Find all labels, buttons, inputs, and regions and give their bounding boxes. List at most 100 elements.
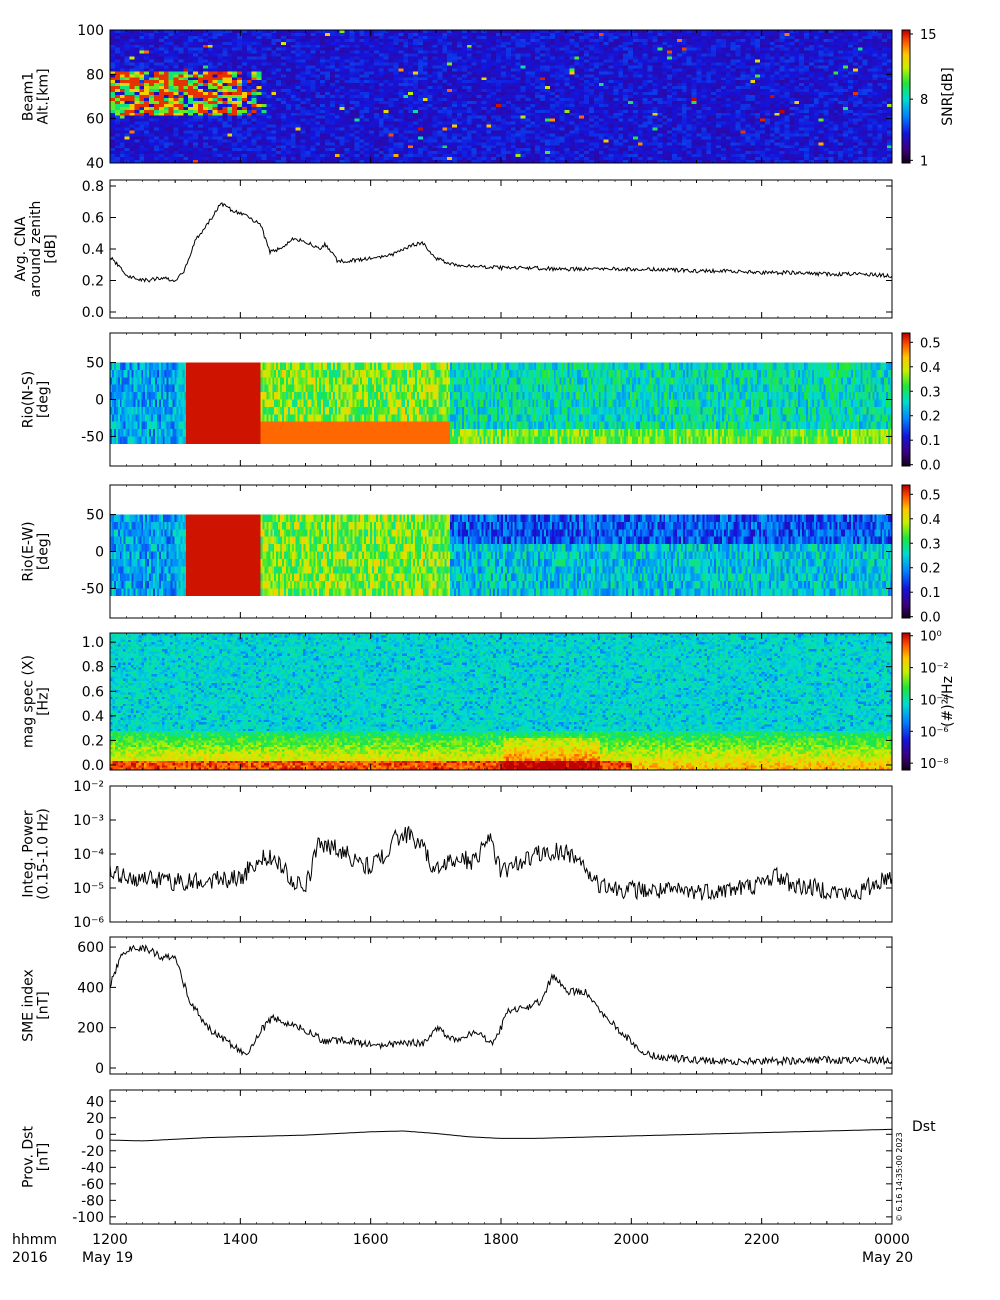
rio_ew-ytick-label: -50 bbox=[81, 581, 104, 597]
dst-frame bbox=[109, 1089, 893, 1225]
rio_ew-colorbar-frame bbox=[901, 484, 911, 619]
magspec-cbar-label: 10⁰ bbox=[920, 630, 942, 645]
magspec-colorbar-frame bbox=[901, 632, 911, 771]
magspec-colorbar bbox=[902, 633, 910, 770]
dst-series-label: Dst bbox=[912, 1119, 936, 1135]
plot-layer bbox=[109, 29, 913, 1225]
time-axis-label: hhmm bbox=[12, 1232, 57, 1248]
cna-frame bbox=[109, 179, 893, 319]
cna-ytick-label: 0.8 bbox=[82, 179, 104, 195]
rio_ns-cbar-label: 0.5 bbox=[920, 336, 941, 351]
rio_ew-cbar-label: 0.4 bbox=[920, 513, 941, 528]
beam1-ytick-label: 40 bbox=[86, 156, 104, 172]
rio_ew-cbar-label: 0.0 bbox=[920, 611, 941, 626]
sme-ytick-label: 0 bbox=[95, 1061, 104, 1077]
magspec-ytick-label: 0.2 bbox=[82, 733, 104, 749]
year-label: 2016 bbox=[12, 1250, 48, 1266]
time-tick-label: 0000 bbox=[874, 1232, 910, 1248]
cna-ylabel: [dB] bbox=[43, 234, 59, 263]
magspec-ylabel: mag spec (X) bbox=[21, 655, 37, 748]
magspec-ytick-label: 0.8 bbox=[82, 660, 104, 676]
rio_ns-colorbar bbox=[902, 333, 910, 466]
rio_ns-colorbar-frame bbox=[901, 332, 911, 467]
footer-stamp: © 6.16 14:35:00 2023 bbox=[895, 1132, 904, 1222]
time-tick-label: 1600 bbox=[353, 1232, 389, 1248]
beam1-ylabel: Alt.[km] bbox=[36, 68, 52, 124]
dst-ytick-label: -20 bbox=[81, 1144, 104, 1160]
cna-ytick-label: 0.0 bbox=[82, 305, 104, 321]
beam1-colorbar bbox=[902, 30, 910, 163]
rio_ns-ylabel: [deg] bbox=[36, 381, 52, 418]
power-series-line bbox=[109, 826, 893, 901]
cna-ytick-label: 0.4 bbox=[82, 242, 104, 258]
rio_ns-cbar-label: 0.3 bbox=[920, 385, 941, 400]
heatmap-layer bbox=[110, 30, 910, 770]
cna-ytick-label: 0.2 bbox=[82, 274, 104, 290]
dst-ytick-label: -80 bbox=[81, 1193, 104, 1209]
dst-ytick-label: 0 bbox=[95, 1127, 104, 1143]
power-ytick-label: 10⁻⁶ bbox=[73, 915, 104, 931]
beam1-ytick-label: 80 bbox=[86, 67, 104, 83]
rio_ns-ytick-label: -50 bbox=[81, 429, 104, 445]
sme-ytick-label: 200 bbox=[77, 1021, 104, 1037]
dst-ytick-label: -40 bbox=[81, 1160, 104, 1176]
magspec-cbar-label: 10⁻⁴ bbox=[920, 693, 949, 708]
magspec-cbar-label: 10⁻⁶ bbox=[920, 725, 949, 740]
beam1-colorbar-frame bbox=[901, 29, 911, 164]
beam1-cbar-label: 15 bbox=[920, 28, 937, 43]
rio_ew-heatmap bbox=[110, 485, 892, 618]
cna-ylabel: around zenith bbox=[28, 201, 44, 298]
rio_ew-cbar-label: 0.3 bbox=[920, 537, 941, 552]
time-tick-label: 1400 bbox=[223, 1232, 259, 1248]
time-tick-label: 2000 bbox=[614, 1232, 650, 1248]
rio_ns-cbar-label: 0.4 bbox=[920, 361, 941, 376]
rio_ew-ylabel: [deg] bbox=[36, 533, 52, 570]
rio_ns-cbar-label: 0.0 bbox=[920, 459, 941, 474]
rio_ns-heatmap bbox=[110, 333, 892, 466]
beam1-cbar-label: 8 bbox=[920, 93, 928, 108]
power-ytick-label: 10⁻² bbox=[73, 779, 104, 795]
start-date-label: May 19 bbox=[82, 1250, 133, 1266]
sme-ytick-label: 600 bbox=[77, 940, 104, 956]
sme-ytick-label: 400 bbox=[77, 980, 104, 996]
dst-ylabel: Prov. Dst bbox=[21, 1126, 37, 1188]
label-layer: 40 60 80 100 Beam1 Alt.[km] 1 8 15 SNR[dB] 0.0 0.2 0… bbox=[13, 23, 956, 1248]
beam1-cbar-label: 1 bbox=[920, 154, 928, 169]
beam1-ytick-label: 100 bbox=[77, 23, 104, 39]
magspec-ytick-label: 0.4 bbox=[82, 709, 104, 725]
magspec-cbar-label: 10⁻⁸ bbox=[920, 757, 949, 772]
time-tick-label: 2200 bbox=[744, 1232, 780, 1248]
sme-frame bbox=[109, 936, 893, 1075]
magspec-ytick-label: 1.0 bbox=[82, 635, 104, 651]
cna-series-line bbox=[109, 202, 893, 283]
time-tick-label: 1800 bbox=[483, 1232, 519, 1248]
time-tick-label: 1200 bbox=[92, 1232, 128, 1248]
beam1-cbar-title: SNR[dB] bbox=[940, 67, 956, 126]
magspec-ylabel: [Hz] bbox=[36, 687, 52, 716]
rio_ew-cbar-label: 0.5 bbox=[920, 488, 941, 503]
dst-ytick-label: -100 bbox=[72, 1210, 104, 1226]
power-ylabel: (0.15-1.0 Hz) bbox=[36, 808, 52, 900]
rio_ew-cbar-label: 0.2 bbox=[920, 562, 941, 577]
beam1-ylabel: Beam1 bbox=[21, 72, 37, 121]
power-ytick-label: 10⁻⁵ bbox=[73, 881, 104, 897]
rio_ns-cbar-label: 0.1 bbox=[920, 434, 941, 449]
cna-ytick-label: 0.6 bbox=[82, 211, 104, 227]
cna-ylabel: Avg. CNA bbox=[13, 216, 29, 281]
rio_ew-cbar-label: 0.1 bbox=[920, 586, 941, 601]
dst-series-line bbox=[110, 1128, 893, 1142]
sme-ylabel: SME index bbox=[21, 969, 37, 1042]
power-ytick-label: 10⁻³ bbox=[73, 813, 104, 829]
power-frame bbox=[109, 785, 893, 923]
rio_ns-ylabel: Rio(N-S) bbox=[21, 371, 37, 429]
dst-ytick-label: 40 bbox=[86, 1094, 104, 1110]
power-ylabel: Integ. Power bbox=[21, 810, 37, 897]
rio_ns-ytick-label: 0 bbox=[95, 393, 104, 409]
beam1-heatmap bbox=[110, 30, 892, 163]
rio_ns-cbar-label: 0.2 bbox=[920, 410, 941, 425]
magspec-heatmap bbox=[110, 633, 892, 770]
magspec-cbar-label: 10⁻² bbox=[920, 662, 949, 677]
magspec-ytick-label: 0.6 bbox=[82, 684, 104, 700]
rio_ew-ytick-label: 50 bbox=[86, 508, 104, 524]
